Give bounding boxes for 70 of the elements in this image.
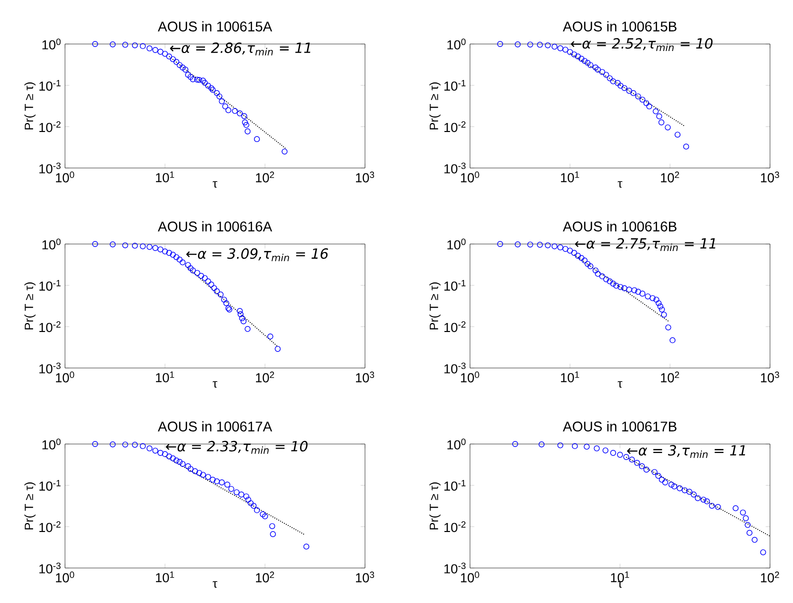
- x-axis-title: τ: [618, 181, 622, 188]
- y-tick-label: 10$^{-1}$: [444, 80, 466, 91]
- y-tick-label: 10$^{-2}$: [444, 321, 466, 332]
- y-tick-label: 10$^{-3}$: [39, 362, 61, 374]
- x-tick-label: 10$^{1}$: [156, 572, 174, 582]
- chart-title: AOUS in 100615B: [562, 21, 676, 32]
- y-tick-label: 10$^{-2}$: [39, 521, 60, 532]
- x-tick-label: 10$^{1}$: [610, 572, 630, 582]
- y-tick-label: 10$^{-1}$: [39, 80, 61, 91]
- y-tick-label: 10$^{-1}$: [39, 480, 61, 491]
- x-tick-label: 10$^{2}$: [660, 172, 680, 182]
- chart-title: AOUS in 100617A: [158, 421, 272, 432]
- x-axis-title: τ: [212, 181, 218, 188]
- annotation: ←α = 2.33,τ$_{min}$ = 10: [166, 440, 308, 454]
- y-tick-label: 10$^{-3}$: [444, 562, 466, 574]
- x-tick-label: 10$^{2}$: [256, 172, 274, 182]
- y-axis-title: Pr( T ≥ τ): [429, 482, 441, 530]
- y-axis-title: Pr( T ≥ τ): [429, 282, 441, 330]
- x-tick-label: 10$^{2}$: [660, 372, 680, 382]
- x-tick-label: 10$^{3}$: [760, 172, 780, 182]
- y-tick-label: 10$^{-1}$: [39, 280, 61, 291]
- y-tick-label: 10$^{-2}$: [444, 121, 466, 132]
- x-axis-title: τ: [212, 581, 218, 588]
- y-tick-label: 10$^{-2}$: [39, 121, 60, 132]
- y-axis-title: Pr( T ≥ τ): [24, 282, 36, 330]
- y-tick-label: 10$^{-3}$: [39, 562, 61, 574]
- y-axis-title: Pr( T ≥ τ): [24, 482, 36, 530]
- y-tick-label: 10$^{0}$: [447, 38, 466, 50]
- x-tick-label: 10$^{0}$: [56, 172, 74, 182]
- chart-title: AOUS in 100616A: [158, 221, 272, 232]
- y-tick-label: 10$^{0}$: [42, 38, 61, 50]
- chart-title: AOUS in 100615A: [158, 21, 272, 32]
- y-axis-title: Pr( T ≥ τ): [24, 82, 36, 130]
- x-axis-title: τ: [212, 381, 218, 388]
- y-tick-label: 10$^{0}$: [42, 238, 61, 250]
- annotation: ←α = 2.75,τ$_{min}$ = 11: [575, 238, 716, 251]
- x-tick-label: 10$^{0}$: [56, 372, 74, 382]
- y-tick-label: 10$^{-1}$: [444, 280, 466, 291]
- x-tick-label: 10$^{1}$: [560, 372, 580, 382]
- x-tick-label: 10$^{3}$: [760, 372, 780, 382]
- y-tick-label: 10$^{-2}$: [444, 521, 466, 532]
- y-tick-label: 10$^{-1}$: [444, 480, 466, 491]
- y-tick-label: 10$^{0}$: [447, 238, 466, 250]
- x-tick-label: 10$^{2}$: [256, 572, 274, 582]
- annotation: ←α = 2.86,τ$_{min}$ = 11: [170, 42, 310, 56]
- x-tick-label: 10$^{3}$: [356, 572, 374, 582]
- x-tick-label: 10$^{0}$: [56, 572, 74, 582]
- y-tick-label: 10$^{0}$: [42, 438, 61, 450]
- x-tick-label: 10$^{1}$: [560, 172, 580, 182]
- x-tick-label: 10$^{2}$: [256, 372, 274, 382]
- annotation: ←α = 2.52,τ$_{min}$ = 10: [570, 38, 713, 51]
- annotation: ←α = 3.09,τ$_{min}$ = 16: [186, 248, 328, 262]
- y-tick-label: 10$^{-2}$: [39, 321, 60, 332]
- chart-title: AOUS in 100616B: [562, 221, 676, 232]
- annotation: ←α = 3,τ$_{min}$ = 11: [627, 445, 746, 458]
- x-tick-label: 10$^{0}$: [460, 372, 480, 382]
- x-tick-label: 10$^{2}$: [760, 572, 780, 582]
- x-tick-label: 10$^{3}$: [356, 172, 374, 182]
- y-tick-label: 10$^{-3}$: [444, 362, 466, 374]
- y-axis-title: Pr( T ≥ τ): [429, 82, 441, 130]
- x-tick-label: 10$^{0}$: [460, 172, 480, 182]
- x-tick-label: 10$^{1}$: [156, 372, 174, 382]
- chart-title: AOUS in 100617B: [562, 421, 676, 432]
- y-tick-label: 10$^{0}$: [447, 438, 466, 450]
- x-tick-label: 10$^{1}$: [156, 172, 174, 182]
- x-tick-label: 10$^{3}$: [356, 372, 374, 382]
- y-tick-label: 10$^{-3}$: [444, 162, 466, 174]
- x-axis-title: τ: [618, 381, 622, 388]
- y-tick-label: 10$^{-3}$: [39, 162, 61, 174]
- x-tick-label: 10$^{0}$: [460, 572, 480, 582]
